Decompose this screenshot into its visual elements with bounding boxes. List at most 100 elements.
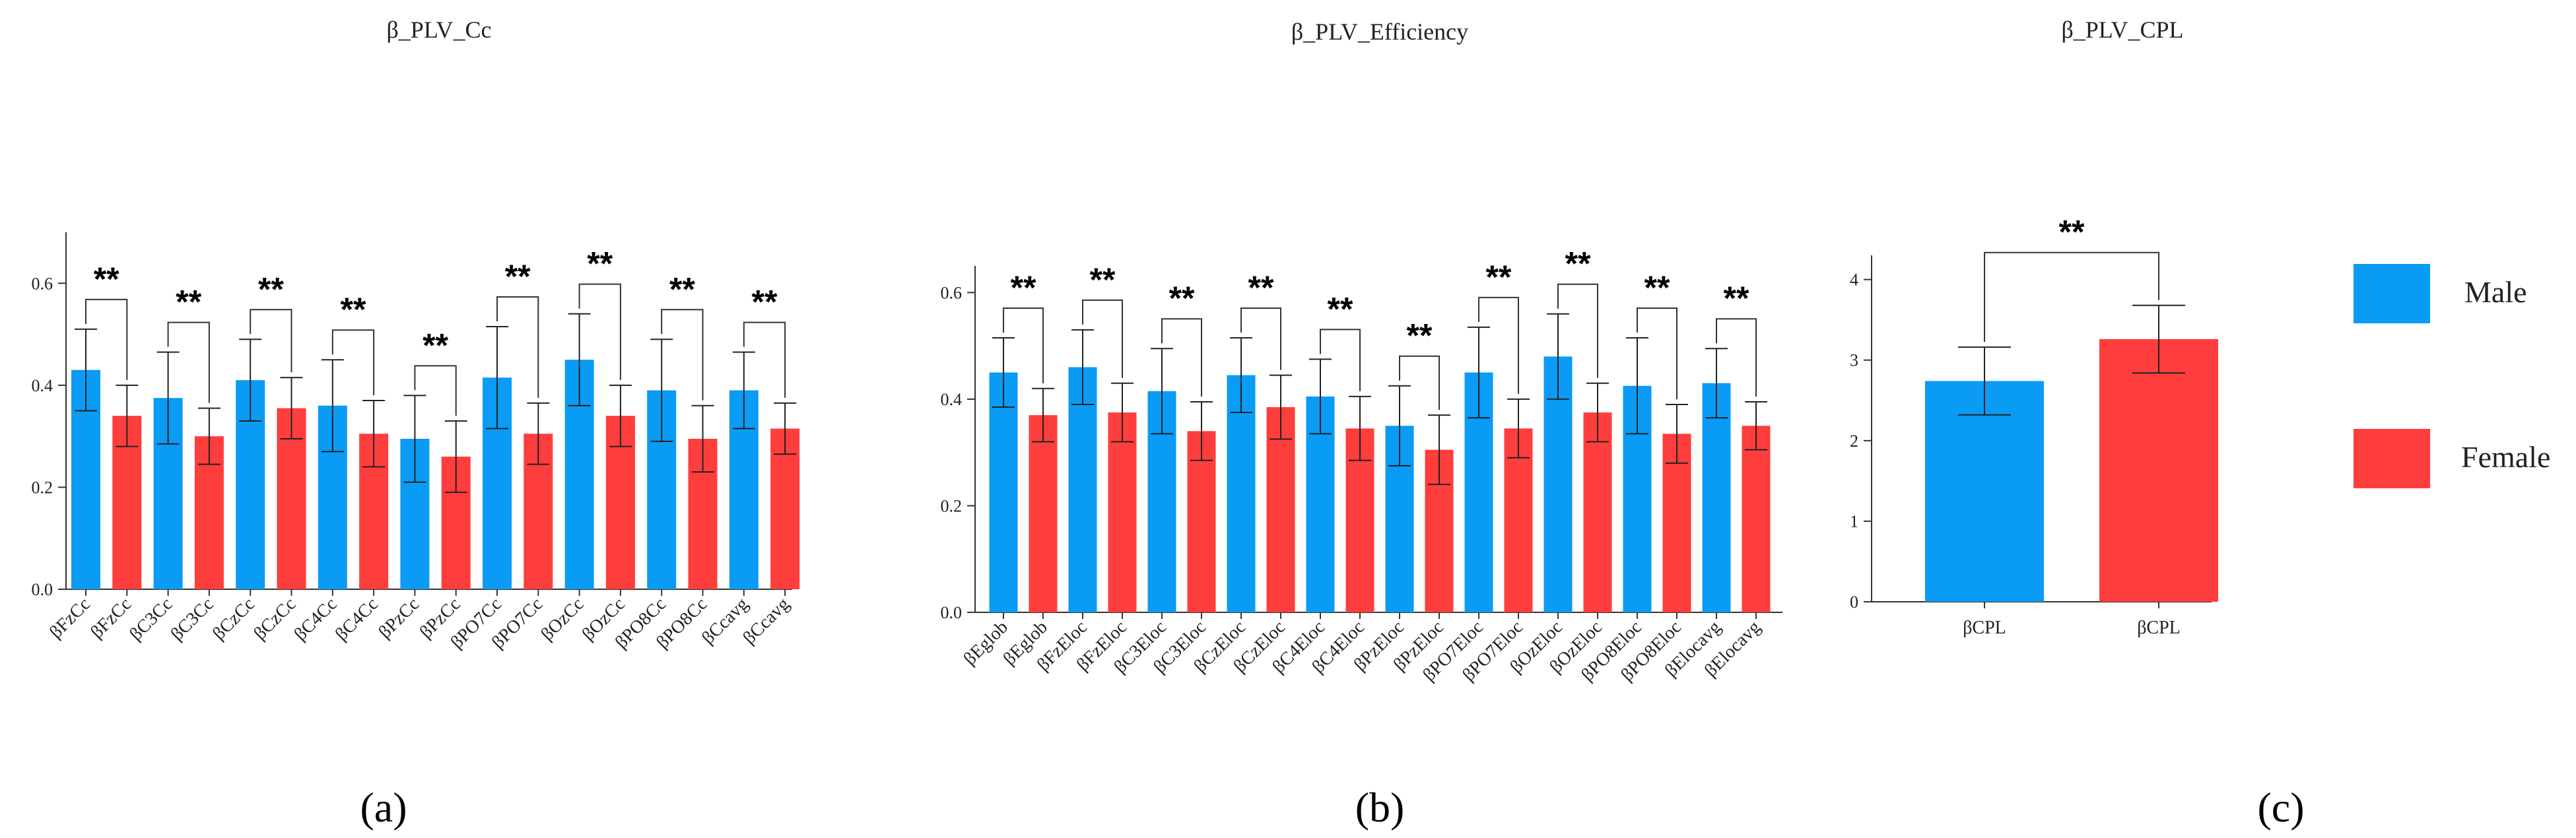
panel-a-significance-bracket [578,283,621,380]
panel-b-label-text: (b) [1355,784,1405,831]
panel-b-significance-bracket [1082,299,1123,378]
panel-b-y-tick-label: 0.4 [941,390,963,409]
panel-b-bar [1266,407,1295,612]
panel-b-significance-label: ** [1644,269,1670,306]
panel-b-y-tick-label: 0.2 [941,496,963,515]
legend: Male Female [2354,264,2550,488]
legend-female-swatch [2354,429,2430,488]
panel-b-significance-bracket [1003,307,1044,383]
legend-male-swatch [2354,264,2430,323]
panel-b-bar [1227,375,1256,612]
panel-a-x-tick-label: βC4Cc [290,594,341,645]
panel-b-x-tick-label: βEglob [960,617,1012,669]
panel-a-significance-label: ** [587,245,613,282]
panel-c-y-tick-label: 2 [1850,432,1858,451]
panel-b-significance-bracket [1637,307,1678,399]
panel-a-significance-label: ** [340,291,366,328]
panel-c-plot: 0 1 2 3 4 βCPL βCPL ** [1850,214,2218,638]
panel-b-bar [1504,428,1533,612]
panel-b-significance-bracket [1716,318,1757,397]
panel-a-significance-bracket [414,365,457,416]
panel-a-x-tick-label: βCcavg [698,594,753,649]
panel-c-title: β_PLV_CPL [2061,16,2183,43]
panel-c-y-tick-label: 3 [1850,351,1858,370]
panel-c-bar [1925,381,2044,602]
panel-c-significance-label: ** [2059,214,2085,251]
panel-a-x-tick-label: βC3Cc [167,594,218,645]
panel-b-bar [1068,367,1097,612]
panel-a-significance-bracket [743,321,786,398]
panel-a-x-tick-label: βC3Cc [125,594,176,645]
panel-a-significance-label: ** [423,327,448,364]
panel-b-significance-label: ** [1328,290,1353,327]
panel-b-significance-label: ** [1090,261,1116,298]
panel-b-bar [1702,383,1731,612]
panel-b-bar [1583,412,1612,612]
panel-a-significance-bracket [250,309,292,373]
panel-a-y-tick-label: 0.0 [32,580,53,599]
panel-c-y-tick-label: 4 [1850,271,1858,290]
panel-b-significance-label: ** [1248,269,1274,306]
panel-b-bar [1029,415,1058,612]
panel-b-significance-label: ** [1011,269,1036,306]
panel-a-significance-label: ** [258,271,284,307]
panel-b-plot: 0.00.20.40.6βEglobβEglobβFzElocβFzElocβC… [941,245,1782,686]
panel-b-significance-bracket [1557,283,1598,378]
panel-b-title: β_PLV_Efficiency [1291,18,1468,45]
panel-a-x-tick-label: βCzCc [209,594,259,644]
legend-male-label: Male [2464,275,2527,309]
panel-a-bar [770,428,800,589]
panel-b-significance-bracket [1478,296,1519,394]
panel-c-significance-bracket [1984,251,2159,342]
panel-a-x-tick-label: βFzCc [46,594,94,643]
panel-b-bar [1108,412,1137,612]
panel-a-y-tick-label: 0.4 [32,376,53,395]
panel-a-y-tick-label: 0.6 [32,274,53,293]
panel-b-y-tick-label: 0.6 [941,283,963,302]
panel-b-significance-bracket [1399,355,1440,410]
panel-b-chart: β_PLV_Efficiency 0.00.20.40.6βEglobβEglo… [941,18,1782,831]
panel-b-significance-label: ** [1565,245,1591,282]
panel-b-bar [1742,426,1771,612]
panel-c-chart: β_PLV_CPL 0 1 2 3 4 βCPL βCPL ** (c) [1850,16,2305,831]
panel-a-significance-label: ** [94,261,119,298]
panel-c-y-tick-label: 0 [1850,593,1858,612]
panel-b-significance-label: ** [1724,280,1749,317]
panel-b-significance-bracket [1161,318,1202,397]
panel-c-bar [2099,338,2218,602]
panel-a-significance-label: ** [176,284,201,321]
panel-c-y-tick-label: 1 [1850,512,1858,531]
panel-a-x-tick-label: βC4Cc [331,594,382,645]
panel-a-x-tick-label: βOzCc [537,594,588,645]
panel-b-significance-bracket [1320,329,1361,391]
panel-a-title: β_PLV_Cc [386,16,491,43]
panel-a-x-tick-label: βCcavg [739,594,794,649]
panel-a-significance-bracket [496,296,539,398]
panel-a-significance-label: ** [505,258,531,295]
panel-c-x-tick-label: βCPL [2137,618,2181,638]
panel-a-label: (a) [360,784,407,831]
panel-a-significance-bracket [331,329,375,396]
panel-c-label-text: (c) [2257,784,2304,831]
panel-a-significance-label: ** [751,284,777,321]
panel-a-y-tick-label: 0.2 [32,478,53,497]
panel-b-bar [989,372,1018,612]
panel-b-significance-label: ** [1486,259,1512,296]
panel-a-significance-bracket [167,321,210,403]
panel-c-label: (c) [2257,784,2304,831]
panel-a-chart: β_PLV_Cc 0.00.20.40.6βFzCcβFzCcβC3CcβC3C… [32,16,800,831]
panel-b-bar [1187,431,1216,612]
panel-b-significance-label: ** [1169,280,1195,317]
panel-a-significance-label: ** [669,271,695,307]
panel-a-x-tick-label: βFzCc [86,594,135,643]
panel-b-significance-bracket [1240,307,1281,370]
panel-c-x-tick-label: βCPL [1963,618,2006,638]
panel-b-label: (b) [1355,784,1405,831]
panel-a-significance-bracket [85,298,128,380]
panel-a-x-tick-label: βPzCc [375,594,424,643]
panel-a-significance-bracket [661,309,704,401]
panel-a-plot: 0.00.20.40.6βFzCcβFzCcβC3CcβC3CcβCzCcβCz… [32,232,800,653]
panel-a-label-text: (a) [360,784,407,831]
panel-a-x-tick-label: βCzCc [250,594,300,644]
